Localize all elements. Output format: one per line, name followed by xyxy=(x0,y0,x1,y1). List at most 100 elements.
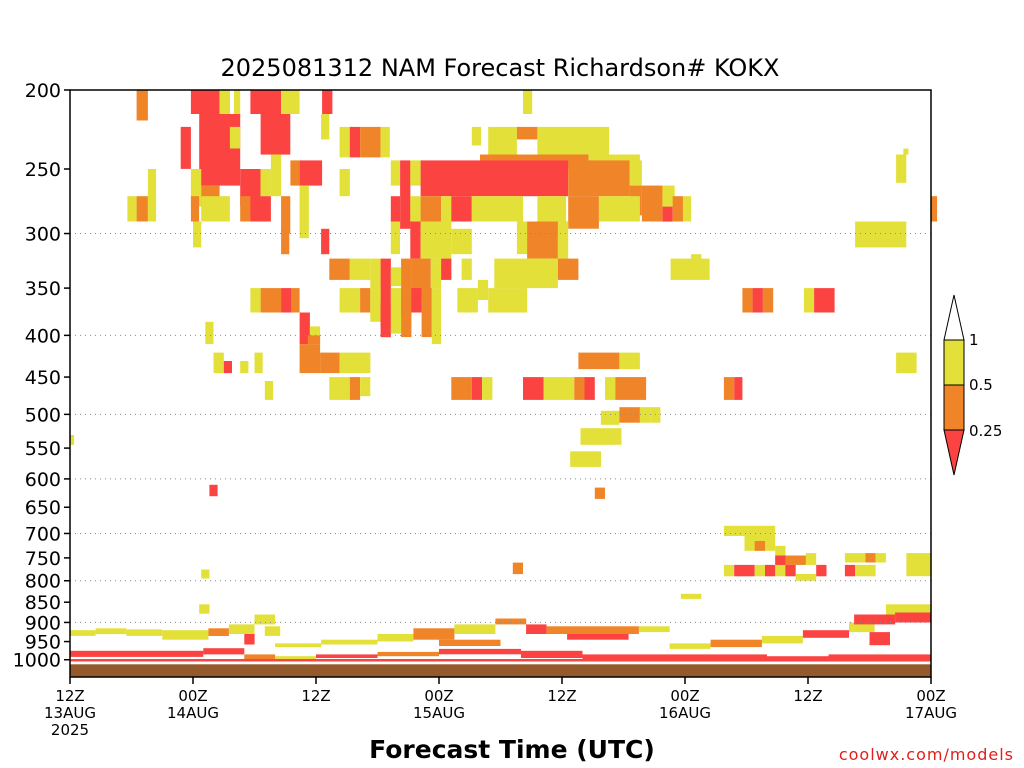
x-tick-label: 16AUG xyxy=(659,704,711,722)
ri-cell xyxy=(775,545,786,563)
ri-cell xyxy=(339,169,350,197)
ri-boundary-band xyxy=(321,639,378,645)
ri-cell xyxy=(260,288,282,313)
ri-cell xyxy=(568,196,599,229)
ri-cell xyxy=(264,381,273,400)
ri-cell xyxy=(516,126,538,140)
ri-cell xyxy=(855,564,876,577)
ri-cell xyxy=(380,303,391,338)
ri-cell xyxy=(672,196,683,222)
ri-cell xyxy=(240,361,249,374)
ri-boundary-band xyxy=(849,622,875,633)
ri-cell xyxy=(471,196,481,222)
ri-cell xyxy=(441,258,452,280)
ri-cell xyxy=(494,258,558,289)
ri-cell xyxy=(816,564,827,577)
ri-boundary-band xyxy=(869,632,890,646)
ri-cell xyxy=(219,90,230,114)
ri-cell xyxy=(885,604,931,615)
ri-cell xyxy=(234,90,241,118)
ri-cell xyxy=(584,377,595,400)
ri-cell xyxy=(896,154,907,183)
ri-cell xyxy=(570,451,601,467)
x-tick-label: 12Z xyxy=(55,687,84,705)
y-tick-label: 950 xyxy=(25,632,61,654)
ri-cell xyxy=(199,114,241,186)
ri-boundary-band xyxy=(761,635,803,644)
x-axis-title: Forecast Time (UTC) xyxy=(369,735,655,764)
y-tick-label: 700 xyxy=(25,523,61,545)
ri-boundary-band xyxy=(854,614,896,625)
ri-cell xyxy=(875,553,886,563)
x-tick-label: 00Z xyxy=(670,687,699,705)
ri-cell xyxy=(420,221,452,259)
ri-boundary-band xyxy=(162,630,209,640)
ri-cell xyxy=(390,288,402,334)
ri-cell xyxy=(600,410,620,425)
ri-cell xyxy=(229,126,241,149)
ri-boundary-band xyxy=(439,639,501,646)
ri-boundary-band xyxy=(802,630,849,638)
ri-cell xyxy=(516,221,528,255)
ri-cell xyxy=(349,126,361,158)
ri-cell xyxy=(543,377,575,400)
ri-cell xyxy=(420,160,569,197)
ri-cell xyxy=(431,288,441,345)
ri-cell xyxy=(906,553,931,577)
ri-cell xyxy=(260,169,271,197)
ri-boundary-band xyxy=(70,650,204,657)
y-tick-label: 900 xyxy=(25,612,61,634)
ri-boundary-band xyxy=(685,654,767,659)
ri-cell xyxy=(147,169,157,222)
ri-cell xyxy=(299,160,323,186)
ri-cell xyxy=(201,196,230,222)
x-tick-label: 12Z xyxy=(547,687,576,705)
ri-cell xyxy=(457,288,478,313)
ri-cell xyxy=(201,569,210,579)
ri-cell xyxy=(641,185,663,222)
ri-cell xyxy=(723,525,776,536)
ri-cell xyxy=(568,160,630,197)
ri-cell xyxy=(250,196,271,222)
ri-cell xyxy=(557,258,579,280)
ri-cell xyxy=(662,206,673,222)
ri-cell xyxy=(762,288,774,313)
x-tick-label: 14AUG xyxy=(167,704,219,722)
ri-cell xyxy=(410,221,421,259)
ri-cell xyxy=(400,160,411,229)
ri-cell xyxy=(329,258,350,280)
ri-cell xyxy=(734,377,743,400)
dotted-gridlines xyxy=(70,233,931,623)
ri-cell xyxy=(213,352,224,374)
ri-cell xyxy=(670,258,710,280)
y-tick-label: 300 xyxy=(25,224,61,246)
ri-cell xyxy=(451,228,472,255)
ri-cell xyxy=(281,196,291,234)
x-tick-label: 12Z xyxy=(301,687,330,705)
legend-arrow-top xyxy=(943,294,965,341)
ri-boundary-band xyxy=(828,654,931,659)
legend-arrow-bottom xyxy=(943,429,965,476)
ri-cell xyxy=(410,196,421,222)
ri-cell xyxy=(527,221,558,259)
ri-cell xyxy=(299,185,309,222)
y-tick-label: 800 xyxy=(25,571,61,593)
ri-cell xyxy=(785,564,796,577)
ri-cell xyxy=(803,288,815,313)
x-tick-label: 2025 xyxy=(51,721,89,739)
ri-cell xyxy=(865,553,876,563)
ri-cell xyxy=(401,258,412,318)
ri-cell xyxy=(420,196,442,229)
ri-cell xyxy=(639,407,651,423)
legend-swatch-yellow xyxy=(943,339,965,386)
ri-cell xyxy=(557,221,569,259)
y-tick-label: 450 xyxy=(25,367,61,389)
ri-boundary-band xyxy=(495,618,527,625)
ri-cell xyxy=(451,377,472,400)
ri-boundary-band xyxy=(582,654,685,660)
ri-boundary-band xyxy=(521,650,583,658)
ri-cell xyxy=(795,574,817,581)
ri-cell xyxy=(619,352,640,370)
